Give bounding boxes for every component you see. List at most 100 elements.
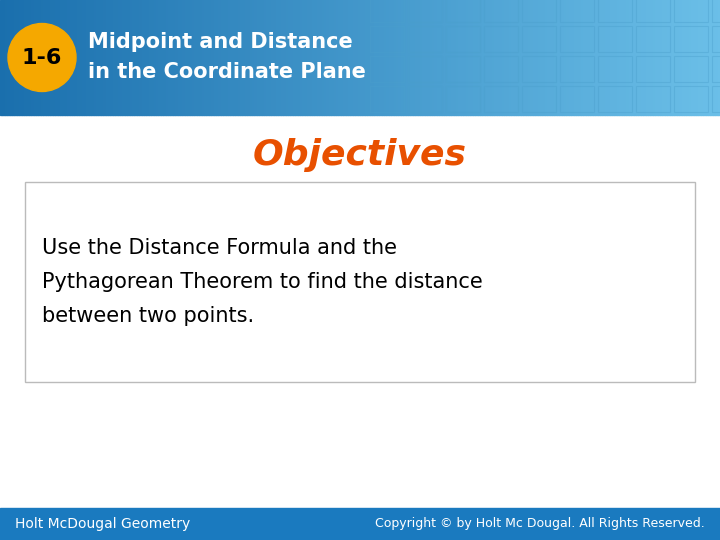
Bar xyxy=(432,0,434,115)
Bar xyxy=(598,26,632,52)
Bar xyxy=(288,0,290,115)
Text: between two points.: between two points. xyxy=(42,306,254,326)
Bar xyxy=(384,0,387,115)
Bar xyxy=(636,56,670,82)
Circle shape xyxy=(8,24,76,91)
Bar xyxy=(341,0,343,115)
Bar xyxy=(89,0,91,115)
Bar xyxy=(110,0,113,115)
Bar xyxy=(367,0,369,115)
Bar xyxy=(84,0,86,115)
Bar xyxy=(0,0,2,115)
Bar xyxy=(528,0,531,115)
Text: Holt McDougal Geometry: Holt McDougal Geometry xyxy=(15,517,190,531)
Bar xyxy=(14,0,17,115)
Bar xyxy=(338,0,341,115)
Bar xyxy=(484,0,518,22)
Bar xyxy=(434,0,437,115)
Bar xyxy=(712,86,720,112)
Bar xyxy=(171,0,173,115)
Bar xyxy=(329,0,331,115)
Bar xyxy=(425,0,427,115)
Bar xyxy=(605,0,607,115)
Bar xyxy=(619,0,621,115)
Bar xyxy=(712,26,720,52)
Bar xyxy=(22,0,24,115)
Bar xyxy=(484,56,518,82)
Bar xyxy=(547,0,549,115)
Bar xyxy=(365,0,367,115)
Bar xyxy=(713,0,715,115)
Bar xyxy=(377,0,379,115)
Bar xyxy=(257,0,259,115)
Text: in the Coordinate Plane: in the Coordinate Plane xyxy=(88,63,366,83)
Bar xyxy=(274,0,276,115)
Bar xyxy=(636,26,670,52)
Bar xyxy=(391,0,394,115)
Bar xyxy=(439,0,441,115)
Bar xyxy=(475,0,477,115)
Bar xyxy=(310,0,312,115)
Bar xyxy=(178,0,180,115)
Bar xyxy=(629,0,631,115)
Bar xyxy=(549,0,552,115)
Bar xyxy=(593,0,595,115)
Bar xyxy=(240,0,243,115)
Bar xyxy=(245,0,247,115)
Bar xyxy=(360,0,362,115)
Bar xyxy=(459,0,461,115)
Bar xyxy=(120,0,122,115)
Bar xyxy=(36,0,38,115)
Bar xyxy=(706,0,708,115)
Bar xyxy=(504,0,506,115)
Bar xyxy=(477,0,480,115)
Bar xyxy=(389,0,391,115)
Bar xyxy=(708,0,711,115)
Bar xyxy=(108,0,110,115)
Bar xyxy=(166,0,168,115)
Bar xyxy=(522,0,556,22)
Bar xyxy=(355,0,358,115)
Bar xyxy=(34,0,36,115)
Bar xyxy=(427,0,430,115)
Bar xyxy=(398,0,401,115)
Bar xyxy=(513,0,516,115)
Bar xyxy=(542,0,545,115)
Bar xyxy=(521,0,523,115)
Bar xyxy=(598,0,632,22)
Bar xyxy=(490,0,492,115)
Bar xyxy=(115,0,117,115)
Bar xyxy=(315,0,317,115)
Bar xyxy=(99,0,101,115)
Bar xyxy=(132,0,135,115)
Bar xyxy=(617,0,619,115)
Bar xyxy=(403,0,405,115)
Bar xyxy=(235,0,238,115)
Bar xyxy=(420,0,423,115)
Bar xyxy=(45,0,48,115)
Bar xyxy=(590,0,593,115)
Bar xyxy=(182,0,185,115)
Bar xyxy=(715,0,718,115)
Bar xyxy=(5,0,7,115)
Bar xyxy=(362,0,365,115)
Bar xyxy=(297,0,300,115)
Bar xyxy=(370,26,404,52)
Bar xyxy=(31,0,34,115)
Bar xyxy=(691,0,693,115)
Bar xyxy=(636,0,670,22)
Bar xyxy=(74,0,77,115)
Text: Pythagorean Theorem to find the distance: Pythagorean Theorem to find the distance xyxy=(42,272,482,292)
Bar xyxy=(598,56,632,82)
Bar xyxy=(276,0,279,115)
Bar xyxy=(127,0,130,115)
Bar xyxy=(636,86,670,112)
Bar xyxy=(446,0,480,22)
Bar xyxy=(559,0,562,115)
Bar xyxy=(293,0,295,115)
Bar xyxy=(48,0,50,115)
Bar xyxy=(552,0,554,115)
Text: Copyright © by Holt Mc Dougal. All Rights Reserved.: Copyright © by Holt Mc Dougal. All Right… xyxy=(375,517,705,530)
Bar xyxy=(252,0,254,115)
Bar xyxy=(470,0,473,115)
